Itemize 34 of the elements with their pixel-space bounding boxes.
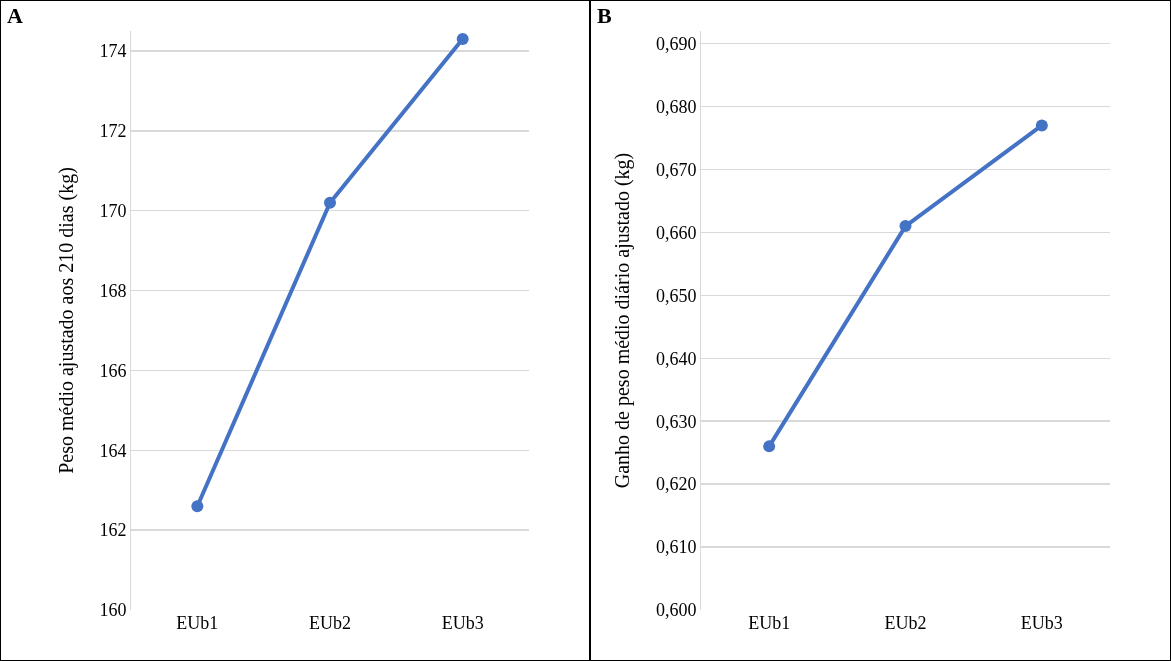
y-tick-label: 0,690 [655, 33, 697, 54]
x-tick-label: EUb3 [441, 613, 484, 633]
x-tick-label: EUb3 [1020, 613, 1063, 633]
y-tick-label: 174 [99, 41, 127, 62]
y-tick-label: 160 [99, 600, 127, 621]
y-tick-label: 0,680 [655, 96, 697, 117]
chart-title: A [7, 3, 23, 29]
y-tick-label: 0,600 [655, 600, 697, 621]
x-tick-label: EUb1 [176, 613, 219, 633]
point [324, 196, 336, 209]
y-tick-label: 168 [99, 280, 127, 301]
y-tick-label: 0,640 [655, 348, 697, 369]
y-tick-label: 172 [99, 121, 127, 142]
point [763, 440, 776, 453]
x-tick-label: EUb2 [309, 613, 351, 633]
y-tick-label: 164 [99, 440, 127, 461]
y-tick-label: 0,620 [655, 474, 697, 495]
x-tick-label: EUb2 [884, 613, 927, 633]
y-tick-label: 170 [99, 200, 127, 221]
y-tick-label: 0,660 [655, 222, 697, 243]
y-tick-label: 0,630 [655, 411, 697, 432]
point [191, 500, 204, 513]
point [1035, 119, 1048, 132]
y-tick-label: 162 [99, 520, 127, 541]
y-tick-label: 166 [99, 360, 127, 381]
y-tick-label: 0,670 [655, 159, 697, 180]
point [456, 32, 469, 45]
y-tick-label: 0,650 [655, 285, 697, 306]
y-tick-label: 0,610 [655, 537, 697, 558]
y-axis-title: Ganho de peso médio diário ajustado (kg) [611, 152, 635, 489]
y-axis-title: Peso médio ajustado aos 210 dias (kg) [54, 167, 78, 474]
chart-title: B [597, 3, 612, 29]
point [899, 220, 912, 233]
x-tick-label: EUb1 [748, 613, 791, 633]
